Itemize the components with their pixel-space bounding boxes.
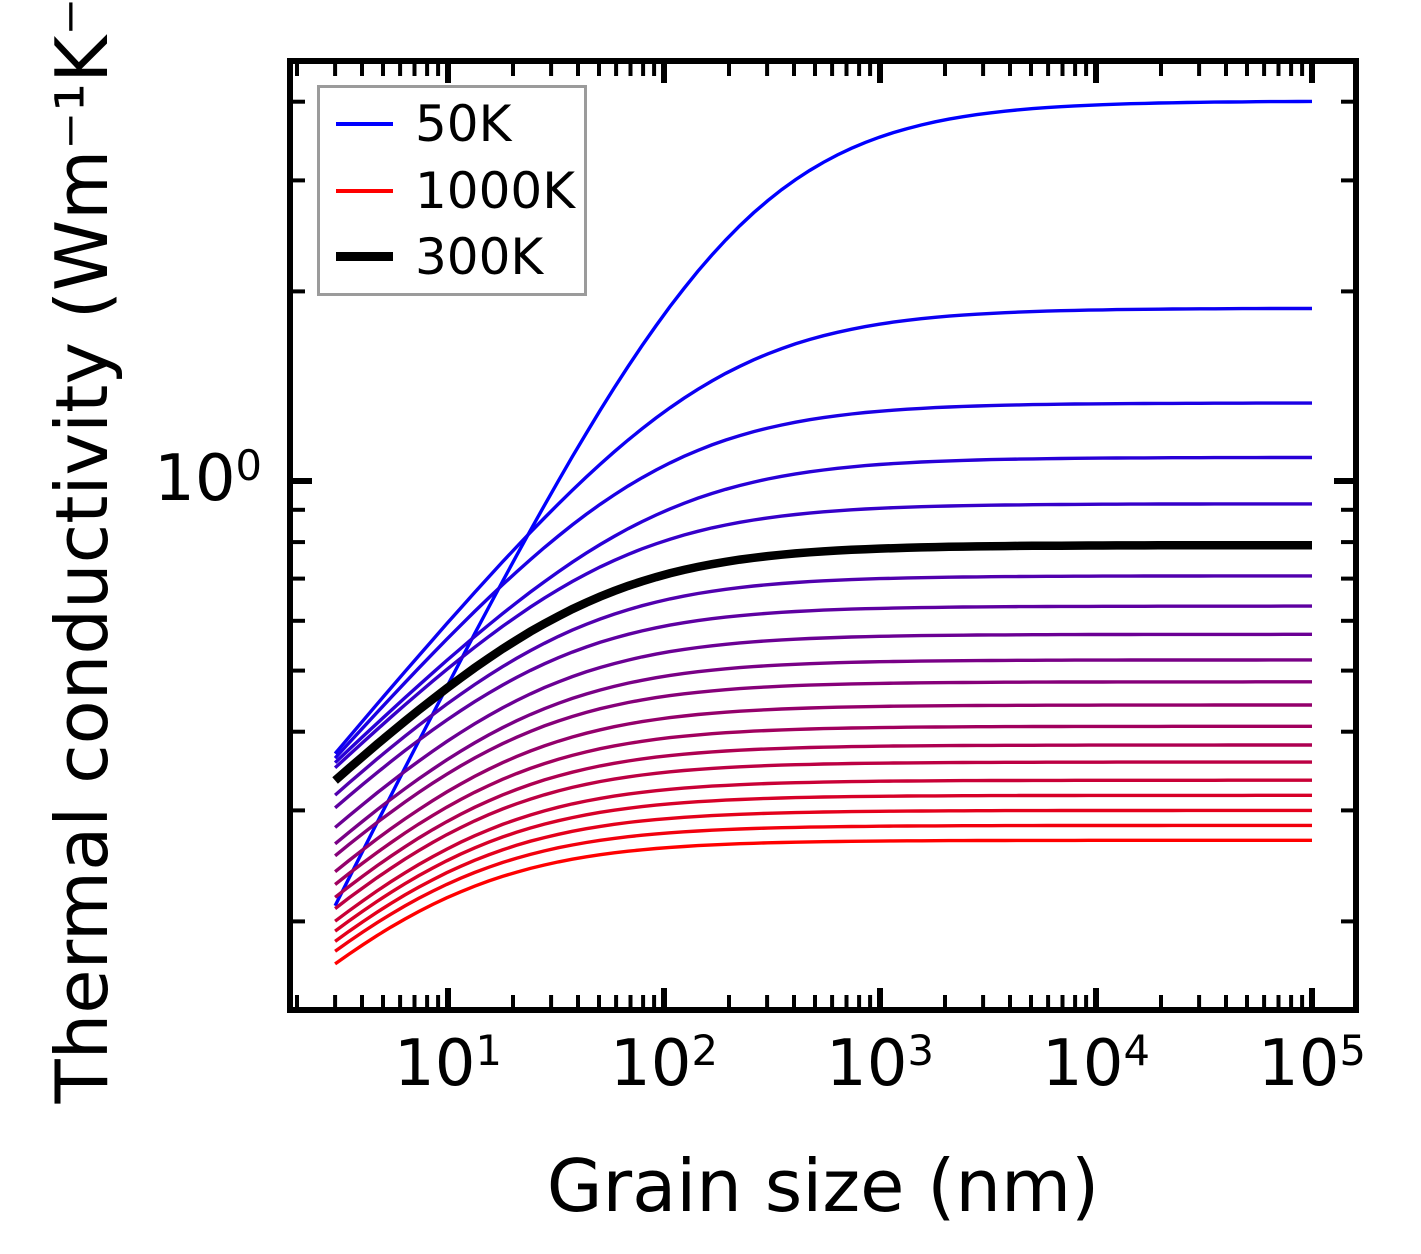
- curve-850K: [334, 793, 1312, 933]
- legend-entry-300K: 300K: [320, 227, 584, 287]
- legend-label: 50K: [415, 95, 512, 154]
- curve-350K: [333, 574, 1312, 797]
- curve-900K: [334, 808, 1312, 943]
- curve-700K: [334, 743, 1312, 899]
- x-tick-label-10e2: 102: [610, 1026, 718, 1101]
- y-tick-label-10e0: 100: [154, 441, 262, 516]
- curve-600K: [334, 703, 1312, 874]
- x-tick-label-10e5: 105: [1258, 1026, 1366, 1101]
- curve-250K: [333, 502, 1312, 770]
- curve-150K: [333, 401, 1312, 760]
- legend-line-sample-blue: [336, 122, 393, 127]
- curve-200K: [333, 455, 1312, 764]
- x-tick-label-10e3: 103: [826, 1026, 934, 1101]
- legend-label: 300K: [415, 227, 544, 286]
- curve-100K: [333, 306, 1312, 755]
- curve-950K: [334, 823, 1312, 953]
- legend-entry-50K: 50K: [320, 94, 584, 154]
- x-tick-label-10e1: 101: [394, 1026, 502, 1101]
- legend-line-sample-black: [336, 252, 393, 262]
- axes-spines: [287, 58, 1359, 1013]
- legend-line-sample-red: [336, 188, 393, 193]
- curve-450K: [334, 632, 1312, 829]
- legend-entry-1000K: 1000K: [320, 161, 584, 221]
- curve-750K: [334, 760, 1312, 910]
- y-axis-title: Thermal conductivity (Wm⁻¹K⁻¹): [40, 0, 124, 1104]
- x-axis-title: Grain size (nm): [546, 1144, 1100, 1228]
- curve-300K: [332, 540, 1312, 784]
- x-tick-label-10e4: 104: [1042, 1026, 1150, 1101]
- curve-800K: [334, 778, 1312, 923]
- legend: 50K 1000K 300K: [317, 85, 587, 296]
- curve-400K: [333, 604, 1312, 810]
- curve-650K: [334, 724, 1312, 886]
- curve-1000K: [334, 838, 1312, 966]
- curve-550K: [334, 680, 1312, 858]
- curve-500K: [334, 658, 1312, 846]
- legend-label: 1000K: [415, 161, 576, 220]
